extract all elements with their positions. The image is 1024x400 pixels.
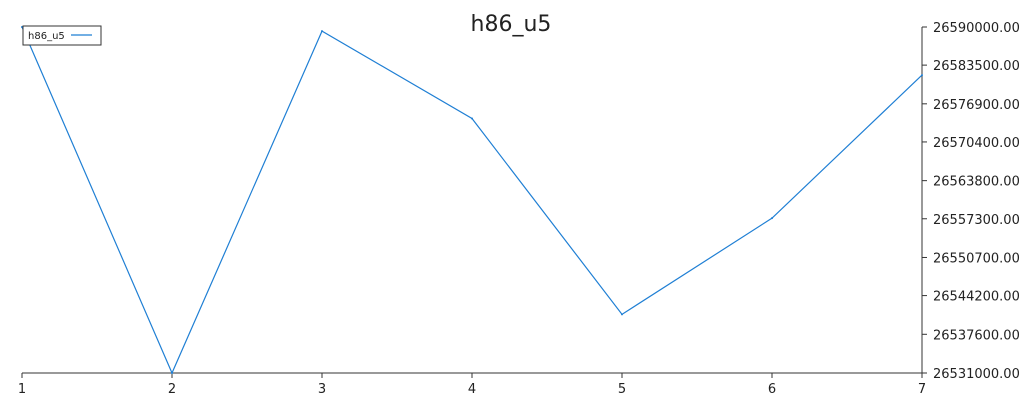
legend: h86_u5 xyxy=(22,25,102,46)
data-point xyxy=(471,117,473,120)
data-point xyxy=(171,372,173,374)
y-tick-label: 26576900.00 xyxy=(933,98,1020,113)
y-tick-label: 26550700.00 xyxy=(933,251,1020,266)
y-tick-label: 26590000.00 xyxy=(933,21,1020,36)
series-line xyxy=(21,26,923,375)
y-tick-label: 26583500.00 xyxy=(933,59,1020,74)
y-tick-label: 26557300.00 xyxy=(933,213,1020,228)
y-tick-label: 26570400.00 xyxy=(933,136,1020,151)
legend-label: h86_u5 xyxy=(28,31,65,42)
x-tick-label: 1 xyxy=(18,382,26,397)
chart-title: h86_u5 xyxy=(471,12,552,37)
x-tick-label: 6 xyxy=(768,382,776,397)
data-point xyxy=(621,313,623,316)
data-point xyxy=(921,74,923,77)
x-tick-label: 3 xyxy=(318,382,326,397)
legend-box xyxy=(22,25,102,46)
x-tick-label: 4 xyxy=(468,382,476,397)
x-ticks: 1 2 3 4 5 6 7 xyxy=(18,373,926,397)
data-point xyxy=(771,217,773,220)
y-tick-label: 26531000.00 xyxy=(933,367,1020,382)
y-ticks: 26531000.00 26537600.00 26544200.00 2655070… xyxy=(922,21,1020,382)
x-tick-label: 5 xyxy=(618,382,626,397)
y-tick-label: 26544200.00 xyxy=(933,290,1020,305)
y-tick-label: 26563800.00 xyxy=(933,175,1020,190)
y-tick-label: 26537600.00 xyxy=(933,328,1020,343)
data-point xyxy=(321,30,323,33)
x-tick-label: 2 xyxy=(168,382,176,397)
x-tick-label: 7 xyxy=(918,382,926,397)
series-layer xyxy=(21,26,923,375)
